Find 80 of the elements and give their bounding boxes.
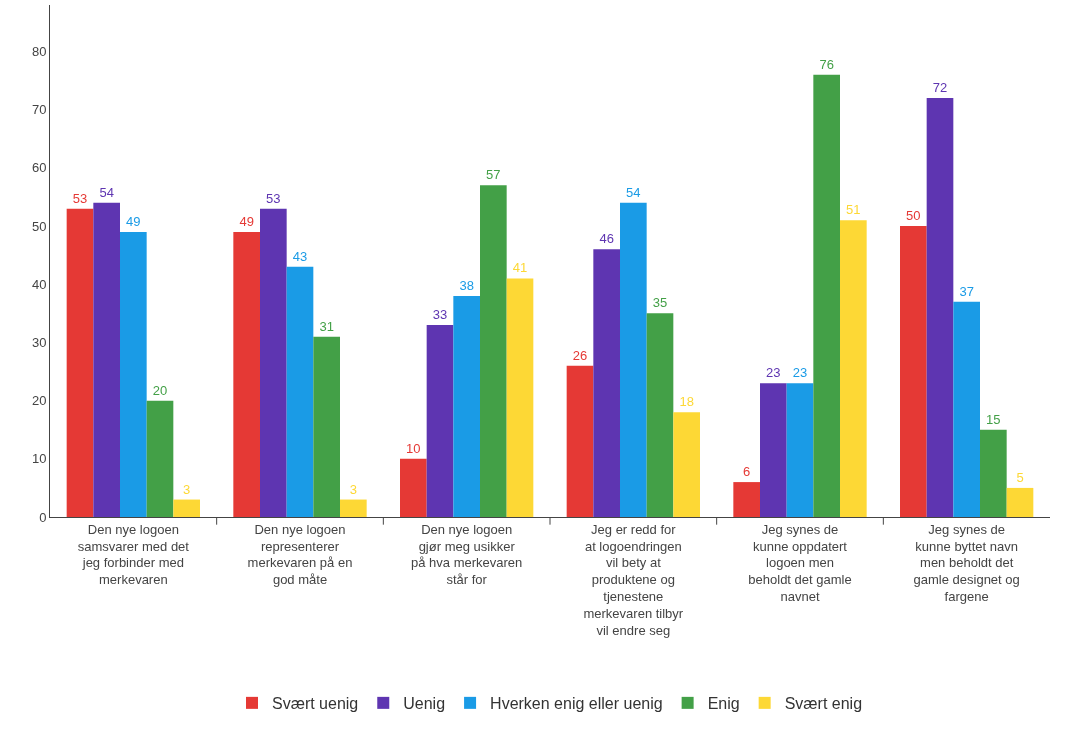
data-label: 31	[319, 318, 334, 334]
data-label: 50	[906, 208, 921, 224]
y-tick-label: 10	[31, 451, 47, 467]
data-label: 23	[766, 365, 781, 381]
data-label: 10	[406, 440, 421, 456]
data-label: 18	[679, 394, 694, 410]
bar	[733, 482, 760, 517]
bar	[593, 249, 620, 517]
y-tick-label: 80	[31, 44, 47, 60]
data-label: 6	[743, 464, 751, 480]
bar	[980, 429, 1007, 517]
bar	[286, 266, 314, 517]
y-tick-label: 50	[31, 218, 47, 234]
data-label: 49	[239, 213, 254, 229]
y-tick-label: 30	[31, 335, 47, 350]
bar	[620, 202, 647, 517]
legend-label: Hverken enig eller uenig	[490, 695, 663, 713]
data-label: 53	[266, 190, 281, 206]
legend-label: Uenig	[403, 695, 446, 713]
data-label: 43	[292, 248, 308, 264]
legend-label: Svært uenig	[272, 695, 359, 713]
x-tick-label: Jeg synes de kunne oppdatert logoen men beholdt det gamle navnet	[748, 521, 852, 605]
bar	[480, 185, 507, 517]
bar	[340, 499, 367, 517]
data-label: 3	[183, 481, 191, 497]
data-label: 57	[486, 167, 501, 183]
bar	[426, 325, 454, 517]
data-label: 15	[986, 411, 1001, 427]
data-label: 54	[99, 184, 114, 200]
data-label: 23	[792, 365, 808, 381]
y-tick-label: 40	[31, 276, 47, 292]
data-label: 72	[932, 80, 948, 96]
bar	[760, 383, 787, 517]
bar	[313, 336, 340, 517]
data-label: 54	[626, 184, 641, 200]
y-tick-label: 0	[39, 509, 47, 525]
bar	[506, 278, 534, 517]
x-tick-label: Den nye logoen gjør meg usikker på hva merkevaren står for	[411, 521, 523, 588]
bar	[673, 412, 700, 517]
bar	[233, 231, 260, 517]
data-label: 35	[652, 295, 668, 311]
legend-label: Svært enig	[784, 695, 863, 713]
x-tick-label: Jeg er redd for at logoendringen vil bety at produktene og tjenestene merkevaren tilbyr vil endre seg	[583, 521, 684, 638]
bar	[566, 365, 594, 517]
data-label: 37	[959, 283, 974, 299]
y-tick-label: 70	[31, 102, 47, 118]
bar	[840, 220, 867, 517]
x-tick-label: Jeg synes de kunne byttet navn men beholdt det gamle designet og fargene	[913, 521, 1020, 605]
bar	[66, 208, 94, 517]
data-label: 76	[819, 56, 834, 72]
bar	[646, 313, 674, 517]
data-label: 5	[1016, 469, 1024, 485]
bar	[173, 499, 200, 517]
bar	[400, 458, 427, 517]
data-label: 41	[512, 260, 528, 276]
bar	[120, 231, 147, 517]
data-label: 46	[599, 231, 614, 247]
x-tick-label: Den nye logoen samsvarer med det jeg forbinder med merkevaren	[77, 521, 190, 588]
y-tick-label: 20	[31, 393, 47, 409]
bar	[1006, 487, 1034, 517]
data-label: 26	[572, 347, 588, 363]
bar	[453, 295, 480, 517]
data-label: 51	[846, 202, 861, 218]
data-label: 20	[152, 382, 168, 398]
bar	[926, 98, 954, 517]
data-label: 3	[349, 481, 357, 497]
y-tick-label: 60	[31, 160, 47, 176]
legend-label: Enig	[707, 695, 740, 713]
data-label: 33	[432, 307, 448, 322]
data-label: 38	[459, 277, 474, 293]
data-label: 49	[126, 213, 141, 229]
bar	[146, 400, 174, 517]
bar	[900, 226, 927, 517]
data-label: 53	[72, 190, 88, 206]
x-tick-label: Den nye logoen representerer merkevaren på en god måte	[247, 521, 353, 588]
bar	[813, 74, 840, 517]
bar	[260, 208, 287, 517]
bar	[93, 202, 120, 517]
bar	[953, 301, 980, 517]
bar	[786, 383, 814, 517]
